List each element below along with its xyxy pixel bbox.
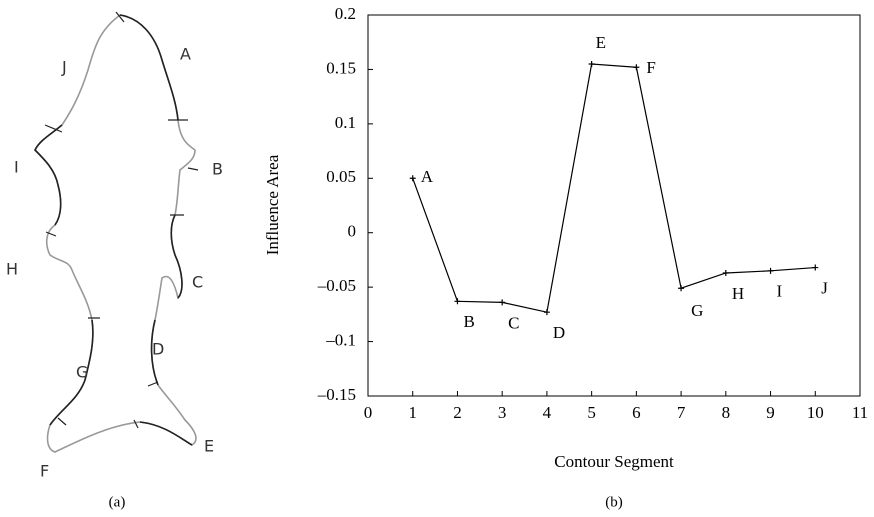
x-tick-label: 8 <box>722 403 731 422</box>
segment-label: H <box>6 260 18 279</box>
x-tick-label: 3 <box>498 403 507 422</box>
segment-label: D <box>152 340 164 359</box>
segment-label: A <box>180 45 191 64</box>
point-marker <box>678 285 685 292</box>
point-marker <box>454 298 461 305</box>
point-marker <box>409 175 416 182</box>
point-marker <box>588 60 595 67</box>
y-tick-label: 0.05 <box>326 167 356 186</box>
point-marker <box>722 269 729 276</box>
segment-label: E <box>204 437 214 456</box>
segment-label: F <box>40 462 49 481</box>
segment-label: G <box>76 363 88 382</box>
series-line <box>412 63 816 313</box>
x-tick-label: 11 <box>852 403 868 422</box>
plot-frame <box>367 14 861 397</box>
segment-label: J <box>61 58 67 77</box>
x-tick-label: 5 <box>587 403 596 422</box>
y-axis-label: Influence Area <box>263 154 282 255</box>
segment-ticks <box>44 11 199 429</box>
caption: (b) <box>605 494 623 510</box>
point-marker <box>812 264 819 271</box>
segment-label: B <box>212 160 223 179</box>
point-marker <box>767 267 774 274</box>
point-marker <box>633 64 640 71</box>
point-label: D <box>553 323 565 342</box>
fish-contour <box>34 11 199 453</box>
x-tick-label: 2 <box>453 403 462 422</box>
x-axis-label: Contour Segment <box>554 452 674 471</box>
point-marker <box>543 309 550 316</box>
y-tick-label: –0.1 <box>325 330 356 349</box>
x-tick-label: 10 <box>807 403 824 422</box>
point-label: A <box>421 167 434 186</box>
x-tick-label: 0 <box>364 403 373 422</box>
x-tick-label: 1 <box>408 403 417 422</box>
contour-dark <box>34 14 193 446</box>
point-label: B <box>463 312 474 331</box>
point-label: C <box>508 313 519 332</box>
x-tick-label: 9 <box>766 403 775 422</box>
point-label: E <box>596 33 606 52</box>
y-tick-label: –0.05 <box>317 276 356 295</box>
segment-label: I <box>14 158 19 177</box>
segment-label: C <box>192 273 203 292</box>
point-marker <box>499 299 506 306</box>
x-tick-label: 7 <box>677 403 686 422</box>
x-tick-label: 6 <box>632 403 641 422</box>
y-tick-label: –0.15 <box>317 385 356 404</box>
y-tick-label: 0.2 <box>335 4 356 23</box>
point-label: F <box>646 58 655 77</box>
y-tick-label: 0 <box>348 222 357 241</box>
point-label: J <box>821 278 828 297</box>
point-label: H <box>732 284 744 303</box>
point-label: G <box>691 301 703 320</box>
caption: (a) <box>109 494 126 510</box>
x-tick-label: 4 <box>543 403 552 422</box>
y-tick-label: 0.1 <box>335 113 356 132</box>
y-tick-label: 0.15 <box>326 58 356 77</box>
point-label: I <box>777 282 783 301</box>
